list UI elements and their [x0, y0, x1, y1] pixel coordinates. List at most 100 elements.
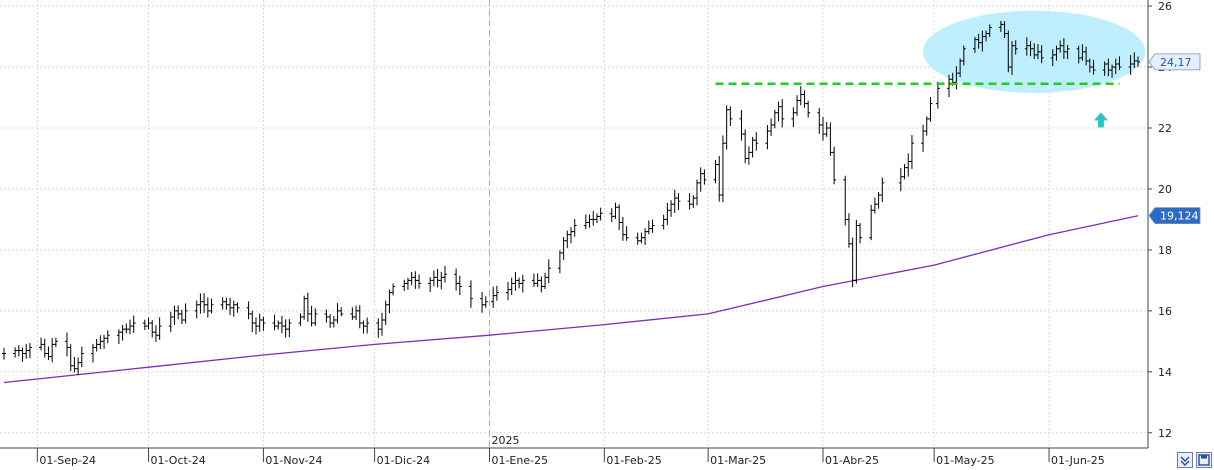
price-bar [76, 357, 81, 375]
x-tick-label: 01-Abr-25 [825, 454, 879, 467]
price-bar [439, 271, 444, 290]
price-bar [821, 117, 825, 141]
value-badge-shape [1148, 53, 1201, 71]
price-bar [120, 325, 125, 341]
price-bar [717, 155, 722, 202]
price-bar [817, 107, 822, 134]
x-tick-label: 01-May-25 [936, 454, 994, 467]
price-bar [832, 146, 837, 185]
price-bar [872, 197, 877, 214]
price-bar [235, 302, 240, 313]
price-bar [909, 135, 914, 169]
price-bar [1061, 38, 1066, 59]
price-bar [1013, 40, 1018, 55]
price-bar [72, 356, 77, 373]
price-bar [613, 202, 618, 220]
price-bar [46, 346, 51, 361]
price-bar [639, 232, 644, 244]
price-bar [772, 109, 777, 129]
price-bar [1058, 40, 1063, 53]
price-bar [565, 230, 570, 249]
price-bar [1054, 45, 1059, 61]
price-bar [324, 309, 329, 323]
price-bar [520, 274, 525, 293]
price-bar [150, 320, 155, 338]
price-bar [1039, 45, 1044, 64]
price-bar [824, 121, 829, 137]
price-bar [776, 101, 781, 122]
price-bar [27, 343, 32, 359]
price-bar [620, 216, 625, 241]
price-bar [1028, 40, 1033, 57]
price-bar [843, 175, 848, 226]
price-bar [413, 271, 418, 289]
price-bar [172, 305, 177, 326]
price-bar [328, 314, 333, 328]
price-bar [339, 307, 344, 317]
price-bar [335, 303, 340, 324]
price-bar [665, 202, 670, 226]
price-bar [42, 338, 47, 358]
value-badge-label: 19,124 [1160, 210, 1199, 223]
price-bar [728, 106, 733, 127]
price-bar [224, 297, 229, 310]
price-bar [305, 292, 310, 322]
price-bar [854, 219, 859, 284]
price-bar [354, 305, 359, 321]
price-bar [157, 317, 162, 340]
price-bar [283, 319, 288, 338]
price-bar [1024, 37, 1029, 56]
chart-toolbar [1177, 452, 1212, 468]
price-bar [246, 301, 251, 320]
price-bar [20, 347, 25, 362]
price-bar [90, 343, 95, 363]
price-bar [357, 305, 362, 329]
price-bar [376, 318, 381, 338]
price-bar [869, 204, 874, 241]
moving-average-path [3, 215, 1139, 384]
price-bar [287, 319, 292, 338]
price-bar [1113, 58, 1118, 75]
price-bar [202, 293, 207, 313]
price-bar [454, 268, 459, 291]
price-bar [846, 213, 851, 248]
value-badge-shape [1148, 207, 1201, 225]
price-bar [116, 329, 121, 344]
value-badge: 24,17 [1148, 53, 1201, 71]
price-bar [1010, 41, 1014, 75]
price-bar [880, 177, 885, 202]
price-bar [650, 219, 655, 233]
price-bar [272, 314, 277, 331]
price-bar [906, 153, 911, 177]
price-bar [921, 124, 926, 152]
price-bar [1128, 55, 1133, 75]
price-bar [361, 320, 366, 334]
price-bar [798, 86, 803, 106]
price-bar [609, 208, 614, 223]
price-bar [972, 36, 977, 53]
x-tick-label: 01-Jun-25 [1051, 454, 1105, 467]
x-tick-label: 01-Nov-24 [265, 454, 322, 467]
zoom-icon[interactable] [1177, 452, 1193, 468]
price-bar [531, 273, 536, 287]
price-bar [409, 271, 414, 286]
price-bar [935, 81, 940, 109]
price-bar [669, 200, 674, 217]
save-icon[interactable] [1196, 452, 1212, 468]
price-bar [124, 323, 129, 334]
price-bar [947, 74, 951, 98]
price-bar [1136, 56, 1140, 67]
price-bar [980, 30, 985, 52]
price-bar [1117, 56, 1122, 71]
price-bar [569, 227, 573, 244]
price-bar [765, 125, 770, 150]
price-bar [209, 298, 214, 314]
price-bar [687, 193, 692, 210]
price-bar [976, 33, 981, 49]
price-bar [13, 347, 18, 358]
price-bar [443, 265, 447, 283]
price-bar [1102, 61, 1107, 76]
price-bar [557, 250, 562, 274]
price-bar [302, 295, 307, 320]
price-bars [2, 20, 1140, 375]
